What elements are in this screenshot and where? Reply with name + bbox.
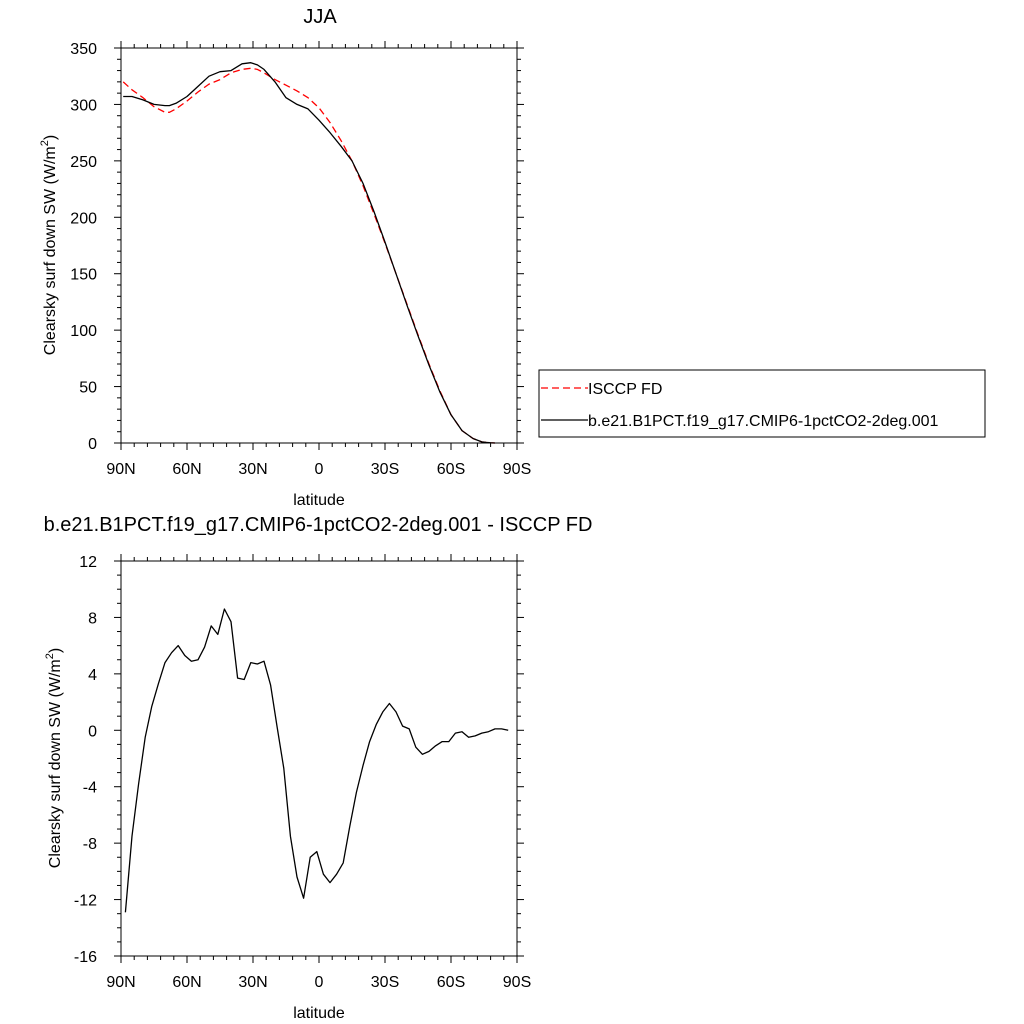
y-tick-label: 50 — [79, 380, 97, 397]
x-tick-label: 30N — [238, 461, 267, 478]
bottom-chart-panel: b.e21.B1PCT.f19_g17.CMIP6-1pctCO2-2deg.0… — [44, 514, 593, 1022]
series-line-model — [123, 62, 496, 444]
legend-label-isccp: ISCCP FD — [588, 381, 662, 398]
x-tick-label: 30S — [371, 974, 399, 991]
x-tick-label: 60N — [172, 461, 201, 478]
y-tick-label: -16 — [74, 949, 97, 966]
bottom-chart-plot-area — [124, 608, 509, 913]
legend-label-model: b.e21.B1PCT.f19_g17.CMIP6-1pctCO2-2deg.0… — [588, 413, 939, 430]
y-tick-label: 200 — [70, 210, 97, 227]
bottom-chart-x-axis-label: latitude — [293, 1005, 345, 1022]
legend-box — [538, 369, 986, 438]
y-tick-label: -12 — [74, 893, 97, 910]
top-chart-panel: JJA 90N 60N 30N 0 30S 60S 90S 0 50 100 150 200 250 3… — [39, 6, 986, 509]
y-tick-label: 250 — [70, 154, 97, 171]
x-tick-label: 60N — [172, 974, 201, 991]
x-tick-label: 90N — [106, 461, 135, 478]
bottom-chart-title: b.e21.B1PCT.f19_g17.CMIP6-1pctCO2-2deg.0… — [44, 514, 593, 536]
x-tick-label: 0 — [315, 461, 324, 478]
x-tick-label: 90S — [503, 974, 531, 991]
x-tick-label: 0 — [315, 974, 324, 991]
y-tick-label: 100 — [70, 323, 97, 340]
y-tick-label: -4 — [83, 780, 97, 797]
y-tick-label: 8 — [88, 610, 97, 627]
x-tick-label: 90S — [503, 461, 531, 478]
y-tick-label: -8 — [83, 836, 97, 853]
bottom-chart-y-ticks: -16 -12 -8 -4 0 4 8 12 — [74, 554, 524, 966]
x-tick-label: 60S — [437, 461, 465, 478]
bottom-chart-y-axis-label: Clearsky surf down SW (W/m2) — [44, 648, 64, 868]
top-chart-plot-area — [122, 62, 496, 444]
top-chart-y-axis-label: Clearsky surf down SW (W/m2) — [39, 135, 59, 355]
y-tick-label: 12 — [79, 554, 97, 571]
y-tick-label: 300 — [70, 97, 97, 114]
x-tick-label: 30S — [371, 461, 399, 478]
top-chart-legend: ISCCP FD b.e21.B1PCT.f19_g17.CMIP6-1pctC… — [538, 369, 986, 438]
x-tick-label: 60S — [437, 974, 465, 991]
series-line-isccp — [122, 67, 496, 444]
top-chart-y-ticks: 0 50 100 150 200 250 300 350 — [70, 41, 524, 453]
top-chart-x-axis-label: latitude — [293, 492, 345, 509]
bottom-chart-frame — [120, 560, 518, 957]
y-tick-label: 4 — [88, 667, 97, 684]
y-tick-label: 0 — [88, 436, 97, 453]
series-line-model — [124, 608, 509, 913]
x-tick-label: 90N — [106, 974, 135, 991]
y-tick-label: 350 — [70, 41, 97, 58]
y-tick-label: 150 — [70, 267, 97, 284]
x-tick-label: 30N — [238, 974, 267, 991]
y-tick-label: 0 — [88, 723, 97, 740]
top-chart-x-ticks: 90N 60N 30N 0 30S 60S 90S — [106, 41, 531, 478]
bottom-chart-x-ticks: 90N 60N 30N 0 30S 60S 90S — [106, 554, 531, 991]
top-chart-title: JJA — [303, 6, 337, 28]
top-chart-frame — [120, 47, 518, 444]
